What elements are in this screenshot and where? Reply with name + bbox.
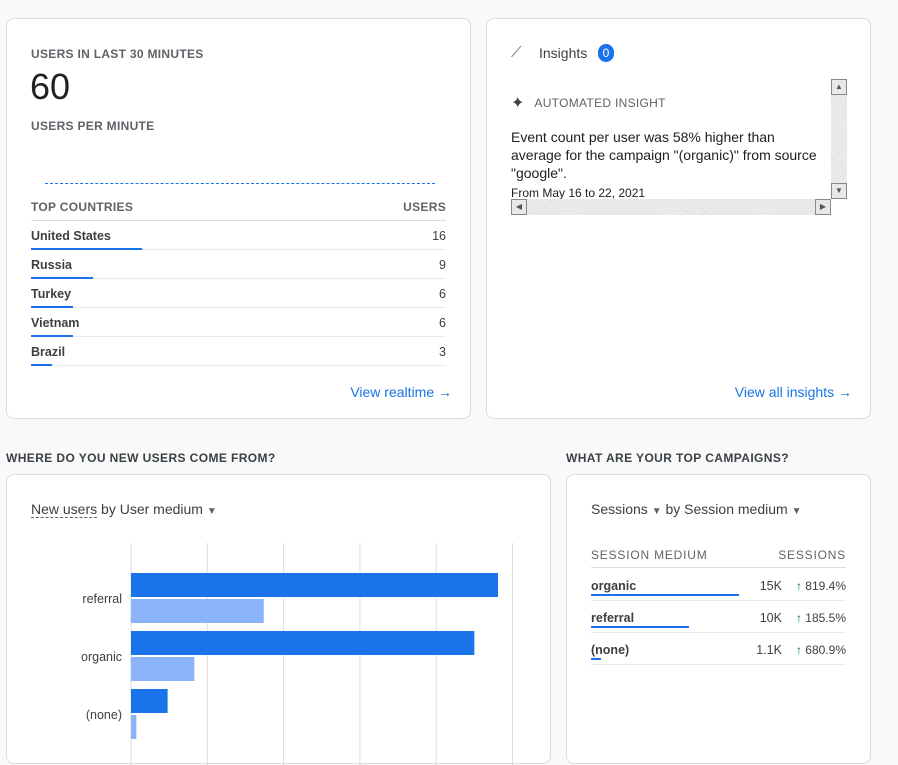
insight-scroll-area[interactable]: ✦ AUTOMATED INSIGHT Event count per user… — [511, 79, 847, 215]
campaign-row[interactable]: referral 10K ↑ 185.5% — [591, 601, 846, 633]
campaign-row[interactable]: organic 15K ↑ 819.4% — [591, 569, 846, 601]
sessions-change: 680.9% — [805, 643, 846, 657]
insight-text: Event count per user was 58% higher than… — [511, 129, 817, 181]
sessions-change: 185.5% — [805, 611, 846, 625]
insights-trend-icon: ⟋ — [511, 44, 522, 61]
country-users: 3 — [439, 345, 446, 359]
sessions-value: 10K — [759, 611, 782, 625]
campaign-row[interactable]: (none) 1.1K ↑ 680.9% — [591, 633, 846, 665]
sparkle-icon: ✦ — [511, 95, 525, 112]
country-row[interactable]: United States 16 — [31, 221, 446, 250]
country-share-bar — [31, 306, 74, 308]
scroll-down-button[interactable]: ▼ — [831, 183, 847, 199]
medium-share-bar — [591, 594, 739, 596]
country-users: 9 — [439, 258, 446, 272]
arrow-up-icon: ↑ — [795, 579, 802, 593]
country-row[interactable]: Brazil 3 — [31, 337, 446, 366]
country-name: Russia — [31, 258, 72, 272]
category-label: referral — [82, 592, 122, 606]
new-users-section-title: WHERE DO YOU NEW USERS COME FROM? — [6, 451, 276, 465]
sessions-change: 819.4% — [805, 579, 846, 593]
sessions-header: SESSIONS — [778, 548, 846, 562]
bar-(none)-series-0[interactable] — [131, 689, 168, 713]
realtime-value: 60 — [30, 66, 71, 107]
medium-share-bar — [591, 626, 689, 628]
countries-header: TOP COUNTRIES — [31, 200, 134, 214]
vertical-scrollbar[interactable]: ▲ ▼ — [831, 79, 847, 199]
campaigns-card: Sessions ▼ by Session medium ▼ SESSION M… — [566, 474, 871, 764]
country-share-bar — [31, 277, 94, 279]
arrow-right-icon: → — [838, 384, 852, 400]
medium-name: (none) — [591, 643, 630, 657]
view-realtime-link[interactable]: View realtime → — [350, 384, 452, 400]
realtime-card: USERS IN LAST 30 MINUTES 60 USERS PER MI… — [6, 18, 471, 419]
bar-organic-series-1[interactable] — [131, 657, 195, 681]
bar-referral-series-0[interactable] — [131, 573, 499, 597]
dropdown-icon[interactable]: ▼ — [206, 506, 217, 517]
arrow-right-icon: → — [438, 384, 452, 400]
dimension-selector[interactable]: by User medium — [101, 501, 203, 517]
country-row[interactable]: Vietnam 6 — [31, 308, 446, 337]
insights-badge: 0 — [598, 44, 614, 62]
link-label: View all insights — [734, 384, 835, 400]
arrow-up-icon: ↑ — [795, 611, 802, 625]
campaigns-section-title: WHAT ARE YOUR TOP CAMPAIGNS? — [566, 451, 789, 465]
country-users: 6 — [439, 287, 446, 301]
medium-name: referral — [591, 611, 635, 625]
new-users-bar-chart: referral organic (none) — [81, 543, 513, 765]
country-share-bar — [31, 364, 53, 366]
automated-insight-label: AUTOMATED INSIGHT — [534, 96, 666, 110]
category-label: organic — [81, 650, 122, 664]
dropdown-icon[interactable]: ▼ — [651, 506, 662, 517]
view-all-insights-link[interactable]: View all insights → — [735, 384, 852, 400]
country-users: 16 — [432, 229, 446, 243]
country-users: 6 — [439, 316, 446, 330]
scroll-up-button[interactable]: ▲ — [831, 79, 847, 95]
country-row[interactable]: Turkey 6 — [31, 279, 446, 308]
bar-referral-series-1[interactable] — [131, 599, 264, 623]
insight-date: From May 16 to 22, 2021 — [511, 186, 646, 200]
campaigns-title: Sessions ▼ by Session medium ▼ — [591, 501, 801, 517]
medium-header: SESSION MEDIUM — [591, 548, 708, 562]
country-name: United States — [31, 229, 111, 243]
country-row[interactable]: Russia 9 — [31, 250, 446, 279]
metric-selector[interactable]: New users — [31, 501, 98, 518]
country-name: Brazil — [31, 345, 66, 359]
medium-name: organic — [591, 579, 637, 593]
metric-selector[interactable]: Sessions — [591, 501, 648, 517]
users-per-minute-chart — [45, 183, 435, 184]
category-label: (none) — [86, 708, 122, 722]
new-users-card: New users by User medium ▼ referral organ… — [6, 474, 551, 765]
dimension-selector[interactable]: by Session medium — [665, 501, 788, 517]
country-share-bar — [31, 335, 74, 337]
bar-organic-series-0[interactable] — [131, 631, 475, 655]
sessions-value: 1.1K — [756, 643, 782, 657]
scroll-right-button[interactable]: ▶ — [815, 199, 831, 215]
users-header: USERS — [403, 200, 446, 214]
sessions-value: 15K — [759, 579, 782, 593]
dropdown-icon[interactable]: ▼ — [791, 506, 802, 517]
horizontal-scrollbar[interactable]: ◀ ▶ — [511, 199, 831, 215]
link-label: View realtime — [350, 384, 435, 400]
arrow-up-icon: ↑ — [795, 643, 802, 657]
insights-card: ⟋ Insights 0 ✦ AUTOMATED INSIGHT Event c… — [486, 18, 871, 419]
chart-title: New users by User medium ▼ — [31, 501, 217, 518]
bar-(none)-series-1[interactable] — [131, 715, 137, 739]
country-name: Turkey — [31, 287, 72, 301]
medium-share-bar — [591, 658, 602, 660]
country-share-bar — [31, 248, 142, 250]
insights-title: Insights — [539, 45, 588, 61]
realtime-subtitle: USERS PER MINUTE — [31, 119, 155, 133]
country-name: Vietnam — [31, 316, 80, 330]
realtime-title: USERS IN LAST 30 MINUTES — [31, 47, 204, 61]
scroll-left-button[interactable]: ◀ — [511, 199, 527, 215]
